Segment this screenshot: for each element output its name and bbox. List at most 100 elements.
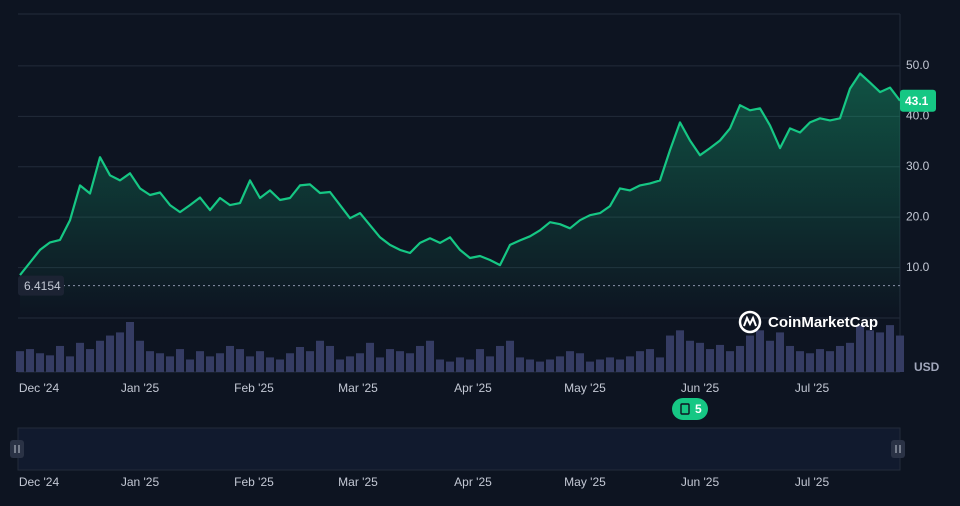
volume-bar — [696, 342, 704, 372]
volume-bar — [626, 356, 634, 372]
volume-bar — [326, 345, 334, 372]
volume-bar — [126, 322, 134, 372]
volume-bar — [216, 353, 224, 372]
x-tick-label: Feb '25 — [234, 381, 274, 395]
volume-bar — [226, 345, 234, 372]
navigator-x-label: Dec '24 — [19, 475, 60, 489]
last-price-label: 43.1 — [905, 94, 929, 108]
volume-bar — [566, 351, 574, 372]
watermark: CoinMarketCap — [738, 310, 878, 334]
volume-bar — [406, 353, 414, 372]
watermark-text: CoinMarketCap — [768, 314, 878, 331]
volume-bar — [346, 356, 354, 372]
volume-bar — [636, 351, 644, 372]
volume-bar — [456, 357, 464, 372]
navigator-handle-left[interactable] — [10, 440, 24, 458]
x-tick-label: Dec '24 — [19, 381, 60, 395]
volume-bar — [286, 353, 294, 372]
price-area — [20, 73, 900, 318]
volume-bar — [196, 351, 204, 372]
volume-bar — [396, 351, 404, 372]
volume-bar — [656, 357, 664, 372]
handle-right[interactable] — [891, 440, 905, 458]
volume-bar — [816, 349, 824, 372]
volume-bar — [736, 345, 744, 372]
news-badge-bg[interactable] — [672, 398, 708, 420]
y-tick-label: 50.0 — [906, 58, 930, 72]
volume-bar — [826, 351, 834, 372]
volume-bar — [766, 340, 774, 372]
volume-bar — [376, 357, 384, 372]
news-count[interactable]: 5 — [695, 402, 702, 416]
volume-bar — [536, 361, 544, 372]
navigator-x-label: May '25 — [564, 475, 606, 489]
volume-bar — [796, 351, 804, 372]
volume-bar — [416, 345, 424, 372]
watermark-logo — [738, 310, 762, 334]
volume-bar — [246, 356, 254, 372]
volume-bar — [166, 356, 174, 372]
x-tick-label: Mar '25 — [338, 381, 378, 395]
y-tick-label: 30.0 — [906, 159, 930, 173]
volume-bar — [686, 340, 694, 372]
volume-bar — [786, 345, 794, 372]
volume-bar — [756, 330, 764, 372]
volume-bar — [66, 356, 74, 372]
last-price-badge — [900, 89, 936, 112]
watermark-logo-m — [743, 315, 757, 327]
low-label: 6.4154 — [24, 279, 61, 293]
volume-bar — [716, 344, 724, 372]
volume-bar — [366, 342, 374, 372]
volume-bar — [836, 345, 844, 372]
volume-bar — [256, 351, 264, 372]
volume-bar — [726, 351, 734, 372]
navigator-x-label: Jul '25 — [795, 475, 830, 489]
currency-label: USD — [914, 360, 940, 374]
volume-bar — [866, 330, 874, 372]
low-label-bg — [18, 275, 64, 296]
x-tick-label: May '25 — [564, 381, 606, 395]
navigator-x-label: Jun '25 — [681, 475, 720, 489]
volume-bar — [86, 349, 94, 372]
volume-bar — [436, 359, 444, 372]
volume-bar — [556, 356, 564, 372]
volume-bar — [206, 356, 214, 372]
volume-bar — [706, 349, 714, 372]
x-tick-label: Jan '25 — [121, 381, 160, 395]
volume-bar — [846, 342, 854, 372]
volume-bar — [266, 357, 274, 372]
volume-bar — [96, 340, 104, 372]
x-tick-label: Apr '25 — [454, 381, 492, 395]
volume-bar — [446, 361, 454, 372]
volume-bar — [746, 335, 754, 372]
volume-bar — [546, 359, 554, 372]
navigator-handle-right[interactable] — [891, 440, 905, 458]
volume-bar — [516, 357, 524, 372]
volume-bar — [46, 355, 54, 372]
navigator-bg — [17, 427, 901, 471]
volume-bar — [596, 359, 604, 372]
y-tick-label: 40.0 — [906, 109, 930, 123]
volume-bar — [876, 332, 884, 372]
news-badge[interactable]: 5 — [672, 398, 708, 420]
x-tick-label: Jul '25 — [795, 381, 830, 395]
handle-left[interactable] — [10, 440, 24, 458]
volume-bar — [506, 340, 514, 372]
volume-bar — [106, 335, 114, 372]
volume-bar — [176, 349, 184, 372]
volume-bar — [146, 351, 154, 372]
volume-bar — [116, 332, 124, 372]
volume-bar — [316, 340, 324, 372]
volume-bar — [496, 345, 504, 372]
volume-bar — [486, 356, 494, 372]
volume-bar — [136, 340, 144, 372]
volume-bar — [896, 335, 904, 372]
plot-layer: 10.0 20.0 30.0 40.0 50.0 6.4154 43.1 Dec '24 Dec… — [16, 58, 936, 489]
y-tick-label: 20.0 — [906, 209, 930, 223]
volume-bar — [576, 353, 584, 372]
volume-bar — [336, 359, 344, 372]
volume-bar — [306, 351, 314, 372]
volume-bar — [616, 359, 624, 372]
